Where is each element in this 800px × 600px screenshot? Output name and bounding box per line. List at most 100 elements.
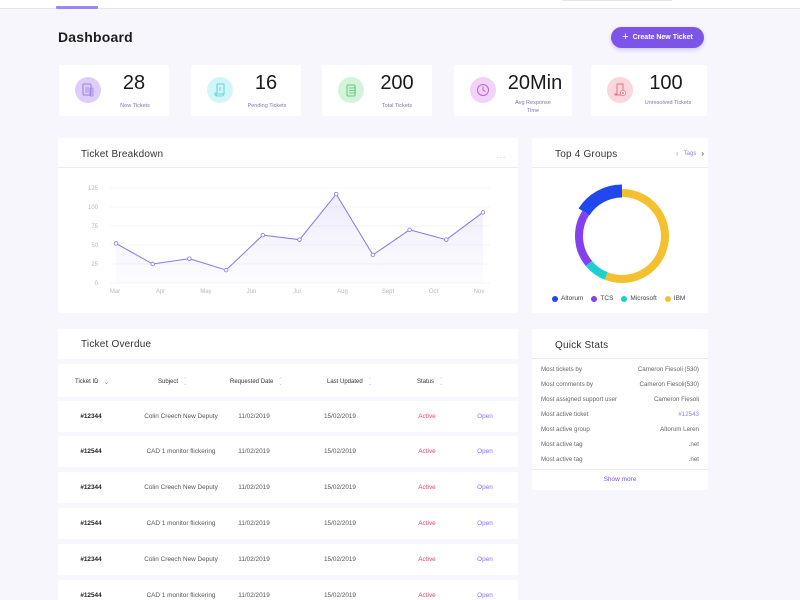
ticket-breakdown-title: Ticket Breakdown <box>81 149 164 160</box>
quick-stats-panel: Quick Stats <box>532 329 708 490</box>
subject-cell: Colin Creech New Deputy <box>144 556 218 563</box>
data-point[interactable] <box>260 232 265 238</box>
stat-card-new-tickets[interactable]: 28 New Tickets <box>59 65 169 116</box>
data-point[interactable] <box>370 252 376 258</box>
data-point[interactable] <box>297 237 302 242</box>
x-tick-label: Sept <box>382 289 395 295</box>
table-row[interactable]: #12544 CAD 1 monitor flickering 11/02/2019… <box>58 508 518 539</box>
sort-icon[interactable]: ⌃ ⌄ <box>439 377 444 387</box>
most-active-ticket-link[interactable]: #12543 <box>678 411 699 418</box>
top-groups-panel: Top 4 Groups <box>532 138 708 313</box>
data-point[interactable] <box>150 261 155 267</box>
stat-label: Total Tickets <box>381 103 413 109</box>
legend-dot <box>621 295 628 302</box>
quick-stat-row: Most active tag .net <box>541 441 699 448</box>
donut-slice-ibm[interactable] <box>604 189 669 283</box>
column-header-subject[interactable]: Subject ⌃ ⌄ <box>158 377 188 387</box>
stat-card-avg-response-time[interactable]: 20Min Avg Response Time <box>454 65 572 116</box>
donut-slice-altorum[interactable] <box>578 184 623 216</box>
last-updated-cell: 15/02/2019 <box>324 520 356 527</box>
sort-icon[interactable]: ⌃ ⌄ <box>183 377 188 387</box>
open-ticket-link[interactable]: Open <box>477 520 493 527</box>
open-ticket-link[interactable]: Open <box>477 592 493 599</box>
data-point[interactable] <box>444 237 449 242</box>
create-new-ticket-label: Create New Ticket <box>632 34 693 41</box>
table-row[interactable]: #12544 CAD 1 monitor flickering 11/02/2019… <box>58 436 518 467</box>
x-tick-label: May <box>200 289 211 295</box>
ticket-id-cell: #12344 <box>80 556 102 563</box>
stat-label: New Tickets <box>120 103 150 109</box>
donut-slice-microsoft[interactable] <box>585 260 608 280</box>
stat-card-unresolved-tickets[interactable]: 100 Unresolved Tickets <box>591 65 707 116</box>
notepad-icon <box>75 77 101 103</box>
tags-navigation: ‹ Tags › <box>676 149 704 158</box>
status-badge: Active <box>418 592 436 599</box>
stat-card-pending-tickets[interactable]: 16 Pending Tickets <box>191 65 301 116</box>
legend-item-microsoft[interactable]: Microsoft <box>621 295 657 302</box>
chevron-right-icon[interactable]: › <box>701 149 704 158</box>
subject-cell: CAD 1 monitor flickering <box>146 592 216 599</box>
search-field-edge[interactable] <box>562 0 672 1</box>
data-point[interactable] <box>187 256 192 261</box>
requested-date-cell: 11/02/2019 <box>238 556 270 563</box>
chevron-down-icon[interactable]: ⌄ <box>103 379 110 386</box>
sort-icon[interactable]: ⌃ ⌄ <box>278 377 283 387</box>
stat-value: 100 <box>649 72 683 94</box>
plus-icon: + <box>622 31 629 43</box>
quick-stat-label: Most active ticket <box>541 411 589 418</box>
y-tick-label: 75 <box>91 224 98 230</box>
column-label: Last Updated <box>327 379 363 385</box>
ticket-breakdown-chart: 0 25 50 75 100 125 Mar Apr May Jun Jul Aug Sept Oct N… <box>88 186 490 295</box>
show-more-link[interactable]: Show more <box>603 476 637 483</box>
create-new-ticket-button[interactable]: + Create New Ticket <box>611 27 704 48</box>
data-point[interactable] <box>480 210 486 215</box>
open-ticket-link[interactable]: Open <box>477 484 493 491</box>
table-row[interactable]: #12344 Colin Creech New Deputy 11/02/2019 1… <box>58 401 518 432</box>
y-tick-label: 25 <box>91 262 98 268</box>
x-tick-label: Jul <box>293 289 301 295</box>
legend-label: Altorum <box>561 295 584 302</box>
legend-dot <box>552 295 558 302</box>
table-row[interactable]: #12344 Colin Creech New Deputy 11/02/2019 1… <box>58 544 518 575</box>
more-horizontal-icon[interactable]: ··· <box>496 153 506 162</box>
stat-label: Avg Response Time <box>515 100 551 114</box>
table-row[interactable]: #12544 CAD 1 monitor flickering 11/02/2019… <box>58 580 518 600</box>
table-row[interactable]: #12344 Colin Creech New Deputy 11/02/2019 1… <box>58 472 518 503</box>
quick-stat-value: .net <box>688 456 699 463</box>
top-groups-title: Top 4 Groups <box>555 149 618 160</box>
last-updated-cell: 15/02/2019 <box>324 448 356 455</box>
x-tick-label: Aug <box>337 289 348 295</box>
data-point[interactable] <box>407 227 412 232</box>
stat-card-total-tickets[interactable]: 200 Total Tickets <box>322 65 432 116</box>
document-blocked-icon <box>607 77 633 103</box>
sort-icon[interactable]: ⌃ ⌄ <box>367 377 372 387</box>
data-point[interactable] <box>334 191 339 197</box>
open-ticket-link[interactable]: Open <box>477 556 493 563</box>
column-header-requested-date[interactable]: Requested Date ⌃ ⌄ <box>230 377 283 387</box>
data-point[interactable] <box>113 241 119 246</box>
column-header-ticket-id[interactable]: Ticket ID ⌄ <box>75 378 109 386</box>
legend-item-tcs[interactable]: TCS <box>591 295 613 302</box>
stat-value: 200 <box>380 72 414 94</box>
stat-value: 16 <box>254 72 278 94</box>
column-header-status[interactable]: Status ⌃ ⌄ <box>417 377 444 387</box>
open-ticket-link[interactable]: Open <box>477 448 493 455</box>
data-point[interactable] <box>223 267 229 273</box>
active-tab-indicator[interactable] <box>56 6 98 9</box>
panel-divider <box>532 358 708 359</box>
ticket-id-cell: #12544 <box>80 592 102 599</box>
tags-link[interactable]: Tags <box>683 150 697 157</box>
quick-stat-row: Most active ticket #12543 <box>541 411 699 418</box>
chevron-left-icon[interactable]: ‹ <box>675 149 679 158</box>
quick-stat-label: Most assigned support user <box>541 396 618 403</box>
legend-item-ibm[interactable]: IBM <box>664 295 685 302</box>
column-header-last-updated[interactable]: Last Updated ⌃ ⌄ <box>327 377 372 387</box>
quick-stat-value: Cameron Fiesoli(530) <box>639 381 700 388</box>
ticket-overdue-title: Ticket Overdue <box>81 339 152 350</box>
column-label: Ticket ID <box>75 379 99 385</box>
donut-slice-tcs[interactable] <box>575 210 593 266</box>
legend-item-altorum[interactable]: Altorum <box>552 295 583 302</box>
y-tick-label: 100 <box>88 205 99 211</box>
quick-stats-title: Quick Stats <box>555 340 609 351</box>
open-ticket-link[interactable]: Open <box>477 413 493 420</box>
